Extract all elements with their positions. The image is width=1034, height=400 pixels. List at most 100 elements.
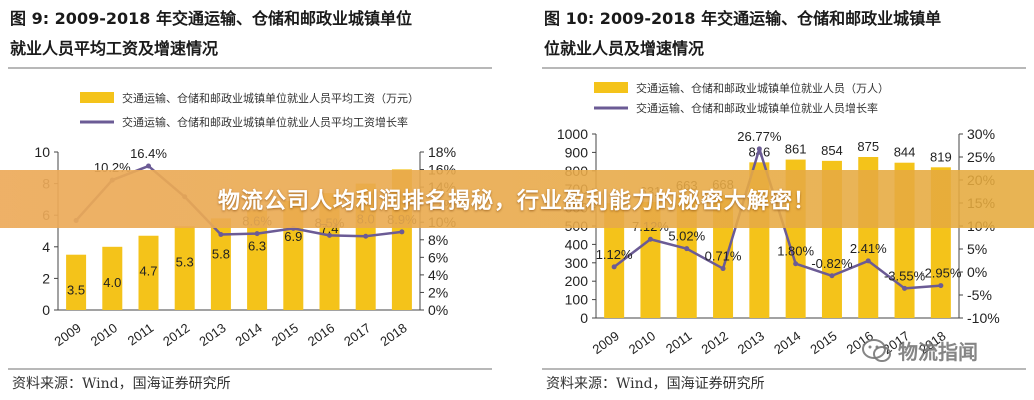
left-bar-label: 4.0 xyxy=(103,275,121,290)
right-bar-2010 xyxy=(640,201,661,318)
left-title-line1: 图 9: 2009-2018 年交通运输、仓储和邮政业城镇单位 xyxy=(10,9,412,28)
left-bar-label: 6.9 xyxy=(284,229,302,244)
right-right-tick-label: -10% xyxy=(967,310,1000,326)
right-right-tick-label: 0% xyxy=(967,264,987,280)
left-bar-2010 xyxy=(102,246,123,310)
left-legend-bar-label: 交通运输、仓储和邮政业城镇单位就业人员平均工资（万元） xyxy=(122,91,419,105)
right-title-line2: 位就业人员及增速情况 xyxy=(544,39,705,58)
left-figure-title: 图 9: 2009-2018 年交通运输、仓储和邮政业城镇单位 就业人员平均工资… xyxy=(10,4,490,64)
left-legend-bar-swatch xyxy=(80,92,114,103)
right-right-tick-label: 25% xyxy=(967,149,995,165)
right-growth-point-2013 xyxy=(756,146,762,152)
left-right-tick-label: 2% xyxy=(428,284,448,300)
left-right-tick-label: 8% xyxy=(428,232,448,248)
left-growth-point-2017 xyxy=(363,233,369,239)
left-bar-label: 3.5 xyxy=(67,283,85,298)
right-growth-label: -2.95% xyxy=(920,266,962,281)
right-bar-label: 844 xyxy=(894,145,916,160)
right-x-tick-label: 2011 xyxy=(663,328,695,356)
right-x-tick-label: 2014 xyxy=(771,328,803,357)
left-title-line2: 就业人员平均工资及增速情况 xyxy=(10,39,219,58)
right-growth-point-2014 xyxy=(793,261,799,267)
left-x-tick-label: 2011 xyxy=(125,320,157,348)
left-x-tick-label: 2016 xyxy=(305,320,337,349)
right-growth-point-2018 xyxy=(938,283,944,289)
right-bar-label: 875 xyxy=(857,139,879,154)
right-legend-bar-label: 交通运输、仓储和邮政业城镇单位就业人员（万人） xyxy=(636,81,889,95)
watermark-text: 物流指闻 xyxy=(898,340,978,364)
left-left-tick-label: 2 xyxy=(42,270,50,286)
left-growth-point-2013 xyxy=(218,232,224,238)
right-growth-label: -3.55% xyxy=(884,268,926,283)
left-left-tick-label: 0 xyxy=(42,302,50,318)
left-legend-line-label: 交通运输、仓储和邮政业城镇单位就业人员平均工资增长率 xyxy=(122,115,408,129)
left-source-note: 资料来源：Wind，国海证券研究所 xyxy=(12,376,231,392)
left-left-tick-label: 4 xyxy=(42,239,50,255)
right-growth-label: 5.02% xyxy=(668,229,705,244)
right-bar-2009 xyxy=(604,203,625,318)
left-left-tick-label: 10 xyxy=(34,144,50,160)
right-right-tick-label: -5% xyxy=(967,287,992,303)
right-growth-label: 26.77% xyxy=(737,129,782,144)
right-left-tick-label: 900 xyxy=(565,144,589,160)
right-figure-title: 图 10: 2009-2018 年交通运输、仓储和邮政业城镇单 位就业人员及增速… xyxy=(544,4,1024,64)
left-bar-label: 4.7 xyxy=(139,264,157,279)
right-growth-point-2011 xyxy=(684,246,690,252)
left-x-tick-label: 2012 xyxy=(160,320,192,349)
watermark: 物流指闻 xyxy=(862,336,978,365)
left-x-tick-label: 2018 xyxy=(377,320,409,349)
wechat-icon xyxy=(862,338,891,362)
right-growth-point-2016 xyxy=(865,258,871,264)
right-growth-point-2017 xyxy=(902,285,908,291)
right-growth-point-2015 xyxy=(829,273,835,279)
right-growth-point-2010 xyxy=(647,236,653,242)
left-x-tick-label: 2013 xyxy=(196,320,228,349)
left-growth-point-2011 xyxy=(146,163,151,169)
left-growth-point-2016 xyxy=(327,232,332,238)
left-bottom-rule xyxy=(8,368,492,370)
right-left-tick-label: 200 xyxy=(565,273,589,289)
right-legend-line-label: 交通运输、仓储和邮政业城镇单位就业人员增长率 xyxy=(636,101,878,115)
right-x-tick-label: 2010 xyxy=(626,328,658,357)
left-top-rule xyxy=(8,67,492,69)
right-right-tick-label: 30% xyxy=(967,126,995,142)
headline-banner[interactable]: 物流公司人均利润排名揭秘，行业盈利能力的秘密大解密！ xyxy=(0,170,1034,228)
left-growth-point-2014 xyxy=(254,231,260,237)
right-title-line1: 图 10: 2009-2018 年交通运输、仓储和邮政业城镇单 xyxy=(544,9,942,28)
right-growth-label: 1.80% xyxy=(777,244,814,259)
right-left-tick-label: 0 xyxy=(580,310,588,326)
left-right-tick-label: 18% xyxy=(428,144,456,160)
left-x-tick-label: 2017 xyxy=(341,320,373,349)
right-left-tick-label: 400 xyxy=(565,236,589,252)
left-bar-label: 5.3 xyxy=(176,254,194,269)
right-growth-label: 0.71% xyxy=(705,249,742,264)
left-x-tick-label: 2009 xyxy=(52,320,84,349)
left-growth-label: 16.4% xyxy=(130,146,167,161)
left-bar-2009 xyxy=(66,254,87,310)
right-growth-label: 1.12% xyxy=(596,247,633,262)
right-growth-point-2009 xyxy=(611,264,617,270)
left-bar-2014 xyxy=(247,210,268,310)
right-bar-label: 819 xyxy=(930,149,952,164)
left-bar-2012 xyxy=(174,226,195,310)
right-bar-label: 861 xyxy=(785,142,807,157)
headline-text: 物流公司人均利润排名揭秘，行业盈利能力的秘密大解密！ xyxy=(217,189,816,214)
right-growth-point-2012 xyxy=(720,266,726,272)
left-x-tick-label: 2015 xyxy=(269,320,301,349)
right-right-tick-label: 5% xyxy=(967,241,987,257)
right-x-tick-label: 2009 xyxy=(590,328,622,357)
left-x-tick-label: 2010 xyxy=(88,320,120,349)
left-x-tick-label: 2014 xyxy=(233,320,265,349)
left-growth-point-2018 xyxy=(399,229,405,235)
right-top-rule xyxy=(542,67,1026,69)
right-growth-label: 2.41% xyxy=(850,241,887,256)
right-left-tick-label: 100 xyxy=(565,292,589,308)
right-left-tick-label: 1000 xyxy=(557,126,588,142)
right-bottom-rule xyxy=(542,368,1026,370)
left-right-tick-label: 6% xyxy=(428,249,448,265)
right-left-tick-label: 300 xyxy=(565,255,589,271)
right-x-tick-label: 2015 xyxy=(807,328,839,357)
right-legend-bar-swatch xyxy=(594,82,628,93)
right-x-tick-label: 2013 xyxy=(735,328,767,357)
right-x-tick-label: 2012 xyxy=(698,328,730,357)
